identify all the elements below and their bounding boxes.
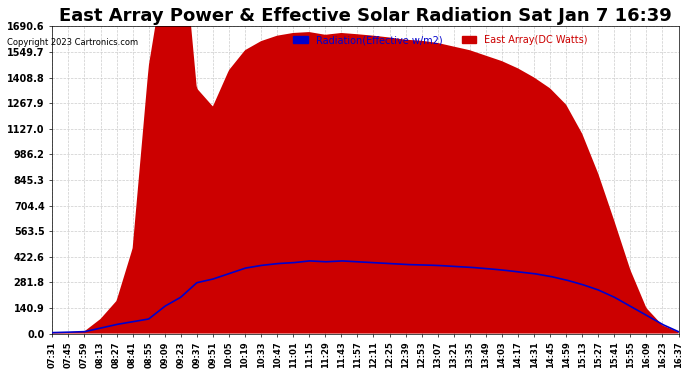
Text: Copyright 2023 Cartronics.com: Copyright 2023 Cartronics.com — [7, 38, 138, 47]
Legend: Radiation(Effective w/m2), East Array(DC Watts): Radiation(Effective w/m2), East Array(DC… — [290, 32, 591, 49]
Title: East Array Power & Effective Solar Radiation Sat Jan 7 16:39: East Array Power & Effective Solar Radia… — [59, 7, 672, 25]
